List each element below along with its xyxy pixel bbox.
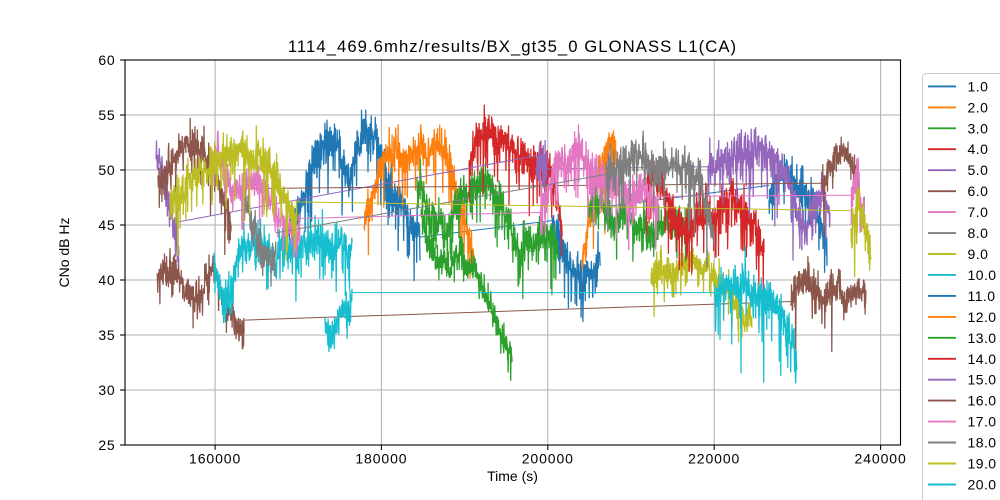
svg-text:14.0: 14.0: [968, 351, 997, 367]
svg-text:18.0: 18.0: [968, 435, 997, 451]
svg-text:7.0: 7.0: [968, 204, 989, 220]
svg-text:11.0: 11.0: [968, 288, 996, 304]
svg-text:3.0: 3.0: [968, 120, 989, 136]
svg-text:200000: 200000: [522, 451, 574, 467]
svg-text:2.0: 2.0: [968, 99, 989, 115]
svg-text:45: 45: [98, 217, 115, 233]
svg-text:20.0: 20.0: [968, 477, 997, 493]
svg-text:17.0: 17.0: [968, 414, 997, 430]
svg-text:180000: 180000: [355, 451, 407, 467]
svg-text:5.0: 5.0: [968, 162, 989, 178]
svg-text:Time (s): Time (s): [487, 468, 538, 484]
svg-text:25: 25: [98, 437, 115, 453]
svg-text:35: 35: [98, 327, 115, 343]
svg-text:21.0: 21.0: [968, 497, 997, 500]
svg-text:1.0: 1.0: [968, 78, 989, 94]
svg-text:55: 55: [98, 107, 115, 123]
svg-text:240000: 240000: [855, 451, 907, 467]
svg-text:30: 30: [98, 382, 115, 398]
svg-text:15.0: 15.0: [968, 372, 997, 388]
svg-text:CNo dB Hz: CNo dB Hz: [56, 217, 72, 287]
svg-text:10.0: 10.0: [968, 267, 997, 283]
svg-text:16.0: 16.0: [968, 393, 997, 409]
svg-text:6.0: 6.0: [968, 183, 989, 199]
svg-text:160000: 160000: [189, 451, 241, 467]
svg-text:19.0: 19.0: [968, 456, 997, 472]
svg-text:12.0: 12.0: [968, 309, 997, 325]
svg-text:60: 60: [98, 52, 115, 68]
svg-text:220000: 220000: [688, 451, 740, 467]
svg-text:9.0: 9.0: [968, 246, 989, 262]
svg-text:40: 40: [98, 272, 115, 288]
svg-text:50: 50: [98, 162, 115, 178]
svg-text:4.0: 4.0: [968, 141, 989, 157]
svg-text:1114_469.6mhz/results/BX_gt35_: 1114_469.6mhz/results/BX_gt35_0 GLONASS …: [288, 37, 737, 56]
svg-text:8.0: 8.0: [968, 225, 989, 241]
svg-text:13.0: 13.0: [968, 330, 997, 346]
